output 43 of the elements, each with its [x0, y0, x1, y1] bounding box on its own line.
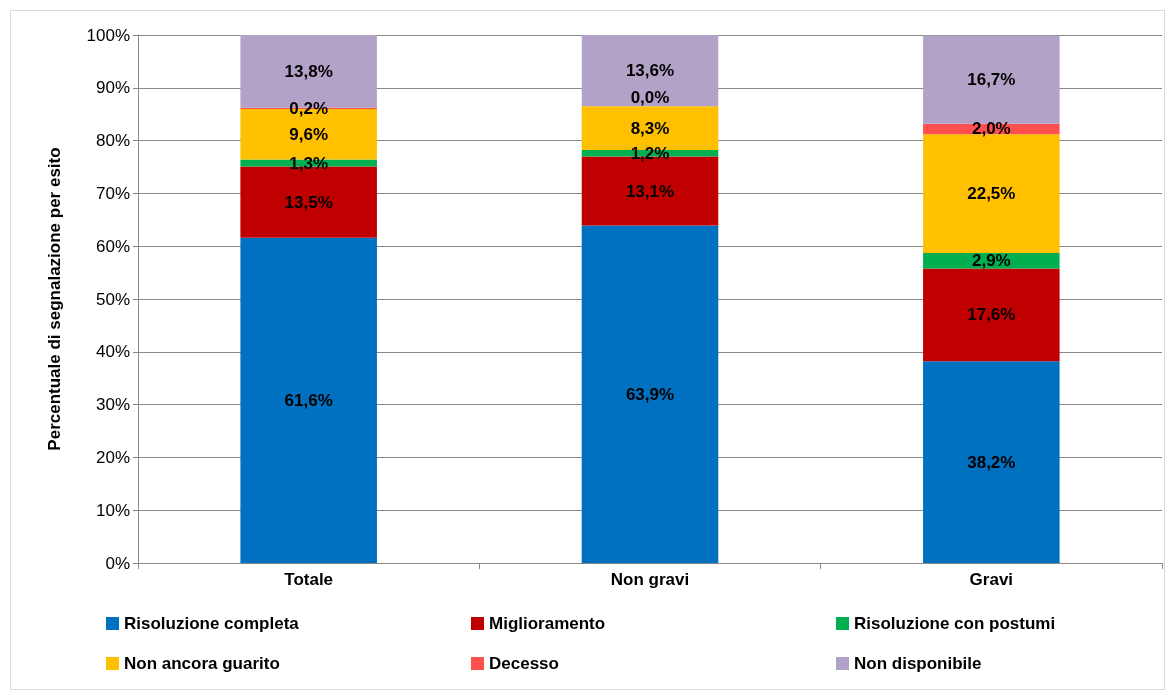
data-label: 0,0% [630, 88, 670, 108]
y-tick-label: 70% [95, 183, 130, 203]
data-label: 17,6% [967, 305, 1016, 325]
x-tick-label: Non gravi [610, 570, 690, 589]
data-label: 2,9% [971, 251, 1011, 271]
x-tick-label: Totale [284, 570, 334, 589]
bar [581, 225, 719, 563]
data-label: 13,8% [284, 61, 333, 81]
data-label: 8,3% [630, 118, 670, 138]
y-tick-label: 60% [95, 236, 130, 256]
y-tick-label: 0% [105, 553, 130, 573]
x-tick-label: Gravi [969, 570, 1014, 589]
data-label: 13,1% [625, 181, 675, 201]
bar [240, 237, 377, 563]
data-label: 2,0% [971, 119, 1011, 139]
legend-label: Miglioramento [489, 614, 606, 633]
y-tick-label: 20% [95, 447, 130, 467]
legend-label: Risoluzione completa [124, 614, 300, 633]
data-label: 63,9% [625, 384, 675, 404]
data-label: 13,5% [284, 192, 333, 212]
y-tick-label: 30% [95, 395, 130, 415]
y-tick-label: 80% [95, 131, 130, 151]
bar [923, 268, 1060, 362]
y-tick-label: 100% [86, 25, 130, 45]
y-tick-label: 50% [95, 289, 130, 309]
legend-label: Non ancora guarito [124, 654, 280, 673]
data-label: 9,6% [289, 124, 329, 144]
y-tick-label: 40% [95, 342, 130, 362]
data-label: 13,6% [625, 61, 675, 81]
data-label: 16,7% [967, 70, 1016, 90]
legend-label: Risoluzione con postumi [854, 614, 1056, 633]
bar [923, 361, 1060, 563]
legend-label: Decesso [489, 654, 559, 673]
data-label: 22,5% [967, 184, 1016, 204]
data-label: 0,2% [289, 98, 329, 118]
y-tick-label: 10% [95, 500, 130, 520]
bar [581, 35, 719, 107]
legend-label: Non disponibile [854, 654, 982, 673]
y-tick-label: 90% [95, 78, 130, 98]
y-axis-title: Percentuale di segnalazione per esito [45, 147, 64, 451]
data-label: 61,6% [284, 390, 333, 410]
data-label: 38,2% [967, 452, 1016, 472]
bar [923, 35, 1060, 124]
